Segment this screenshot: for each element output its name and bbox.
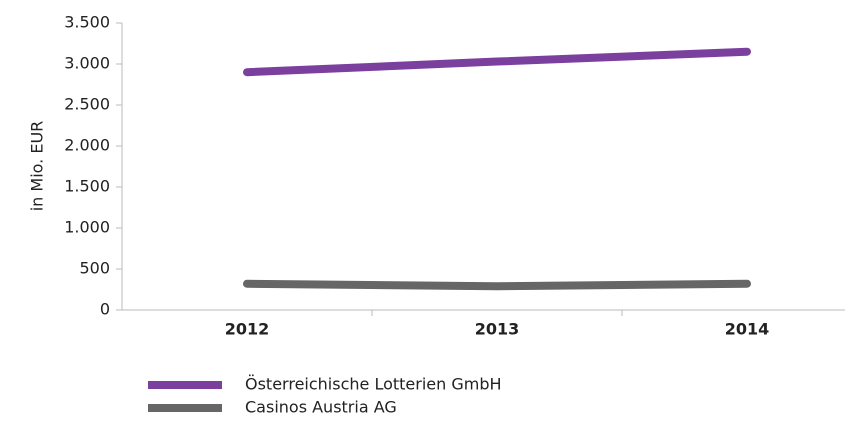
y-tick-label: 3.500 bbox=[64, 13, 110, 32]
x-tick-label: 2013 bbox=[475, 320, 520, 339]
y-tick-label: 2.000 bbox=[64, 136, 110, 155]
x-tick-label: 2014 bbox=[725, 320, 770, 339]
y-axis-label: in Mio. EUR bbox=[28, 121, 47, 212]
y-tick-label: 500 bbox=[79, 259, 110, 278]
legend-label: Casinos Austria AG bbox=[245, 398, 397, 417]
y-tick-label: 1.500 bbox=[64, 177, 110, 196]
x-tick-label: 2012 bbox=[225, 320, 270, 339]
legend-label: Österreichische Lotterien GmbH bbox=[245, 375, 502, 394]
series-line bbox=[243, 279, 751, 291]
y-tick-label: 3.000 bbox=[64, 54, 110, 73]
y-tick-label: 2.500 bbox=[64, 95, 110, 114]
y-tick-label: 1.000 bbox=[64, 218, 110, 237]
y-tick-label: 0 bbox=[100, 300, 110, 319]
series-line bbox=[243, 47, 751, 77]
